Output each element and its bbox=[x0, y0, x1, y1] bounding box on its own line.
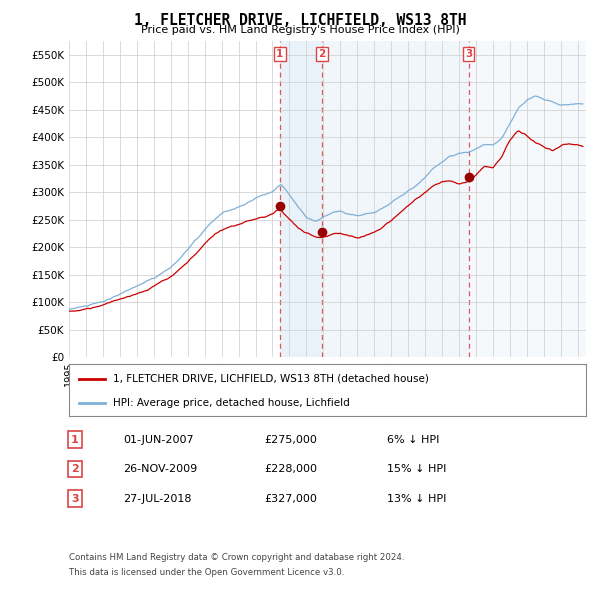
Text: 01-JUN-2007: 01-JUN-2007 bbox=[123, 435, 194, 444]
Text: This data is licensed under the Open Government Licence v3.0.: This data is licensed under the Open Gov… bbox=[69, 568, 344, 577]
Text: 3: 3 bbox=[465, 49, 472, 59]
Text: Contains HM Land Registry data © Crown copyright and database right 2024.: Contains HM Land Registry data © Crown c… bbox=[69, 553, 404, 562]
Text: 27-JUL-2018: 27-JUL-2018 bbox=[123, 494, 191, 503]
Text: £275,000: £275,000 bbox=[264, 435, 317, 444]
Text: 26-NOV-2009: 26-NOV-2009 bbox=[123, 464, 197, 474]
Text: 2: 2 bbox=[318, 49, 325, 59]
Text: 3: 3 bbox=[71, 494, 79, 503]
Text: 1, FLETCHER DRIVE, LICHFIELD, WS13 8TH (detached house): 1, FLETCHER DRIVE, LICHFIELD, WS13 8TH (… bbox=[113, 373, 429, 384]
Bar bbox=[322, 41, 469, 357]
Text: 1: 1 bbox=[71, 435, 79, 444]
Bar bbox=[280, 41, 322, 357]
Bar bbox=[469, 41, 586, 357]
Text: 1, FLETCHER DRIVE, LICHFIELD, WS13 8TH: 1, FLETCHER DRIVE, LICHFIELD, WS13 8TH bbox=[134, 13, 466, 28]
Text: £228,000: £228,000 bbox=[264, 464, 317, 474]
Text: 15% ↓ HPI: 15% ↓ HPI bbox=[387, 464, 446, 474]
Text: Price paid vs. HM Land Registry's House Price Index (HPI): Price paid vs. HM Land Registry's House … bbox=[140, 25, 460, 35]
Text: 1: 1 bbox=[276, 49, 283, 59]
Text: 6% ↓ HPI: 6% ↓ HPI bbox=[387, 435, 439, 444]
Text: 13% ↓ HPI: 13% ↓ HPI bbox=[387, 494, 446, 503]
Text: £327,000: £327,000 bbox=[264, 494, 317, 503]
Text: 2: 2 bbox=[71, 464, 79, 474]
Text: HPI: Average price, detached house, Lichfield: HPI: Average price, detached house, Lich… bbox=[113, 398, 350, 408]
